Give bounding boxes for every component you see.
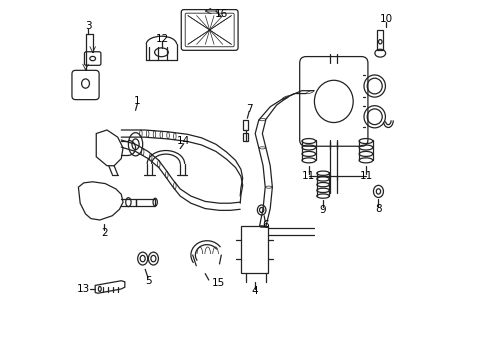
Text: 4: 4 [251, 287, 257, 296]
Text: 11: 11 [302, 171, 315, 181]
Text: 10: 10 [379, 14, 392, 24]
Text: 13: 13 [77, 284, 90, 294]
Bar [377, 30, 382, 50]
Text: 14: 14 [177, 136, 190, 146]
Bar [243, 120, 248, 130]
Text: 2: 2 [101, 228, 107, 238]
Text: 15: 15 [212, 278, 225, 288]
Text: 11: 11 [359, 171, 372, 181]
Text: 16: 16 [214, 9, 227, 19]
Text: 3: 3 [84, 21, 91, 31]
Text: 12: 12 [155, 34, 169, 44]
Bar [243, 133, 248, 141]
Text: 5: 5 [144, 276, 151, 286]
Text: 1: 1 [134, 96, 141, 107]
Text: 6: 6 [262, 220, 268, 230]
Bar [135, 199, 155, 206]
Text: 7: 7 [245, 104, 252, 113]
Text: 9: 9 [319, 205, 325, 215]
Bar [241, 226, 267, 273]
Text: 8: 8 [374, 203, 381, 213]
